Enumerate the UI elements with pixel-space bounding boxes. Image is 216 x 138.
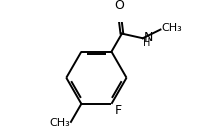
Text: N: N bbox=[143, 31, 153, 44]
Text: H: H bbox=[143, 38, 151, 48]
Text: CH₃: CH₃ bbox=[49, 118, 70, 128]
Text: CH₃: CH₃ bbox=[161, 23, 182, 33]
Text: O: O bbox=[115, 0, 124, 12]
Text: F: F bbox=[115, 104, 122, 117]
